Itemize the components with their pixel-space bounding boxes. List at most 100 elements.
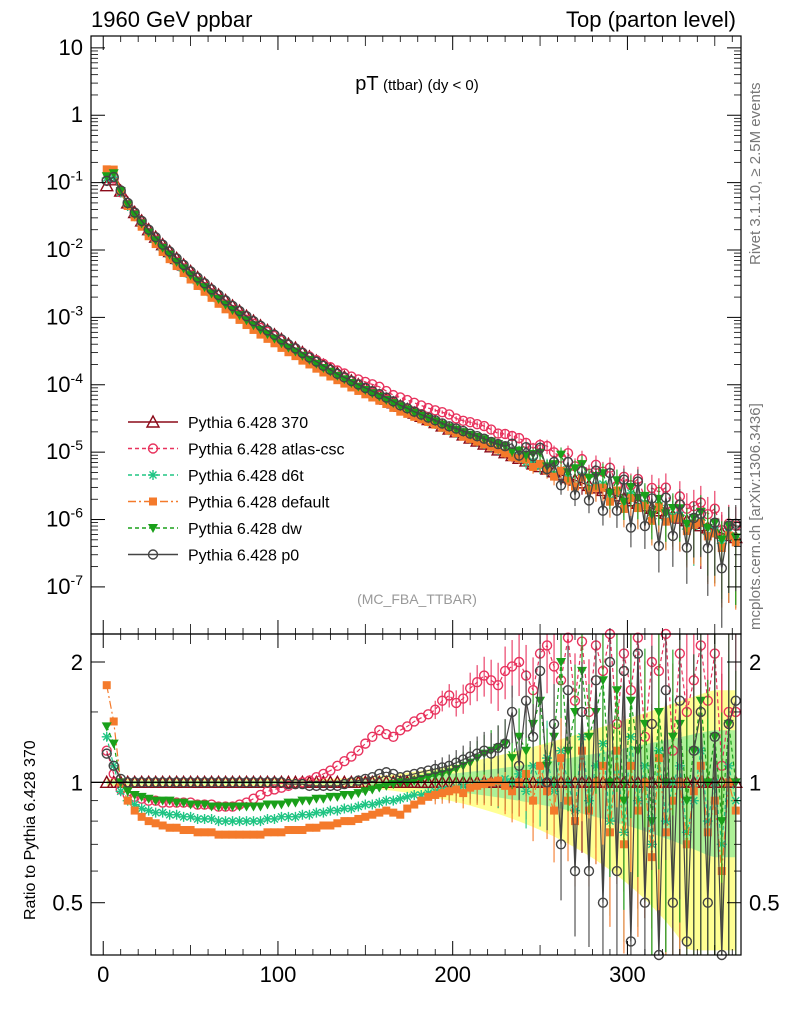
ratio-point bbox=[521, 746, 532, 756]
main-point bbox=[457, 425, 469, 437]
ratio-point bbox=[186, 826, 195, 835]
ratio-point bbox=[709, 731, 720, 743]
ratio-point bbox=[326, 821, 335, 830]
main-point bbox=[136, 219, 147, 229]
ratio-point bbox=[332, 792, 343, 802]
main-point bbox=[541, 463, 553, 475]
ratio-point bbox=[723, 718, 734, 730]
header-left: 1960 GeV ppbar bbox=[91, 7, 252, 32]
ratio-point bbox=[101, 722, 112, 732]
legend-marker bbox=[148, 470, 158, 480]
ratio-point bbox=[150, 796, 161, 806]
ratio-point bbox=[206, 813, 217, 824]
main-point bbox=[213, 289, 224, 301]
ratio-point bbox=[443, 690, 455, 701]
ratio-point bbox=[409, 789, 420, 800]
main-point bbox=[716, 563, 727, 574]
main-point bbox=[395, 400, 406, 411]
ratio-point bbox=[494, 776, 503, 785]
ratio-point bbox=[297, 796, 308, 806]
main-ytick-label: 10 bbox=[59, 35, 83, 60]
main-point bbox=[611, 505, 623, 516]
ratio-ytick-label-right: 1 bbox=[749, 770, 761, 795]
ratio-point bbox=[185, 811, 196, 822]
ratio-point bbox=[178, 811, 189, 822]
legend-label: Pythia 6.428 d6t bbox=[188, 468, 304, 485]
main-point bbox=[695, 508, 707, 520]
ratio-point bbox=[172, 823, 181, 832]
main-point bbox=[501, 449, 510, 458]
ratio-point bbox=[395, 793, 406, 804]
main-point bbox=[570, 464, 581, 474]
main-point bbox=[494, 445, 503, 454]
main-ytick-label: 10-5 bbox=[46, 437, 83, 464]
ratio-point bbox=[716, 817, 727, 827]
main-point bbox=[346, 379, 357, 389]
ratio-point bbox=[263, 828, 272, 837]
ratio-point bbox=[347, 817, 356, 826]
main-point bbox=[269, 329, 280, 341]
main-point bbox=[164, 250, 175, 260]
ratio-point bbox=[681, 936, 693, 947]
ratio-point bbox=[445, 787, 454, 796]
ratio-point bbox=[143, 805, 154, 816]
main-title-cond: (dy < 0) bbox=[427, 77, 478, 94]
ratio-point bbox=[248, 802, 259, 812]
main-point bbox=[178, 259, 189, 271]
ratio-point bbox=[249, 830, 258, 839]
ratio-point bbox=[402, 791, 413, 802]
main-point bbox=[192, 272, 203, 283]
ratio-point bbox=[395, 772, 406, 783]
main-point bbox=[276, 334, 287, 345]
ratio-point bbox=[374, 768, 385, 780]
legend-marker bbox=[149, 497, 157, 506]
ratio-band-outer bbox=[106, 690, 736, 951]
ratio-point bbox=[514, 732, 525, 742]
ratio-point bbox=[291, 826, 300, 835]
ratio-point bbox=[214, 830, 223, 839]
main-point bbox=[471, 431, 483, 442]
ratio-point bbox=[200, 828, 209, 837]
ratio-point bbox=[513, 656, 525, 668]
main-point bbox=[513, 432, 525, 444]
ratio-point bbox=[583, 865, 595, 877]
main-point bbox=[499, 441, 511, 452]
ratio-point bbox=[513, 760, 525, 772]
main-point bbox=[709, 517, 720, 528]
ratio-point bbox=[199, 813, 210, 824]
ratio-point bbox=[459, 789, 468, 798]
ratio-point bbox=[423, 773, 434, 783]
main-point bbox=[450, 413, 462, 424]
ratio-point bbox=[381, 728, 392, 740]
ratio-point bbox=[311, 780, 322, 792]
ratio-point bbox=[437, 762, 448, 773]
ratio-point bbox=[150, 807, 161, 818]
main-point bbox=[550, 472, 559, 481]
ratio-point bbox=[590, 675, 602, 686]
ratio-point bbox=[277, 828, 286, 837]
ratio-point bbox=[423, 765, 434, 776]
ratio-point bbox=[480, 780, 489, 789]
ratio-point bbox=[437, 695, 448, 706]
ratio-point bbox=[583, 732, 594, 742]
ratio-bands bbox=[106, 690, 736, 951]
main-ytick-label: 1 bbox=[71, 102, 83, 127]
ratio-point bbox=[283, 811, 294, 822]
ratio-point bbox=[311, 794, 322, 804]
xtick-label: 200 bbox=[434, 962, 471, 987]
ratio-point bbox=[611, 686, 622, 696]
main-point bbox=[583, 495, 595, 506]
ratio-point bbox=[325, 765, 336, 776]
main-point bbox=[311, 359, 322, 369]
main-frame bbox=[90, 35, 742, 635]
main-point bbox=[129, 210, 140, 220]
ratio-point bbox=[255, 816, 266, 827]
ratio-point bbox=[318, 794, 329, 804]
legend-label: Pythia 6.428 default bbox=[188, 495, 330, 512]
main-point bbox=[632, 476, 644, 487]
ratio-point bbox=[410, 800, 419, 809]
ratio-point bbox=[360, 799, 371, 810]
ratio-point bbox=[290, 798, 301, 808]
main-point bbox=[506, 438, 518, 449]
ratio-point bbox=[130, 806, 139, 815]
